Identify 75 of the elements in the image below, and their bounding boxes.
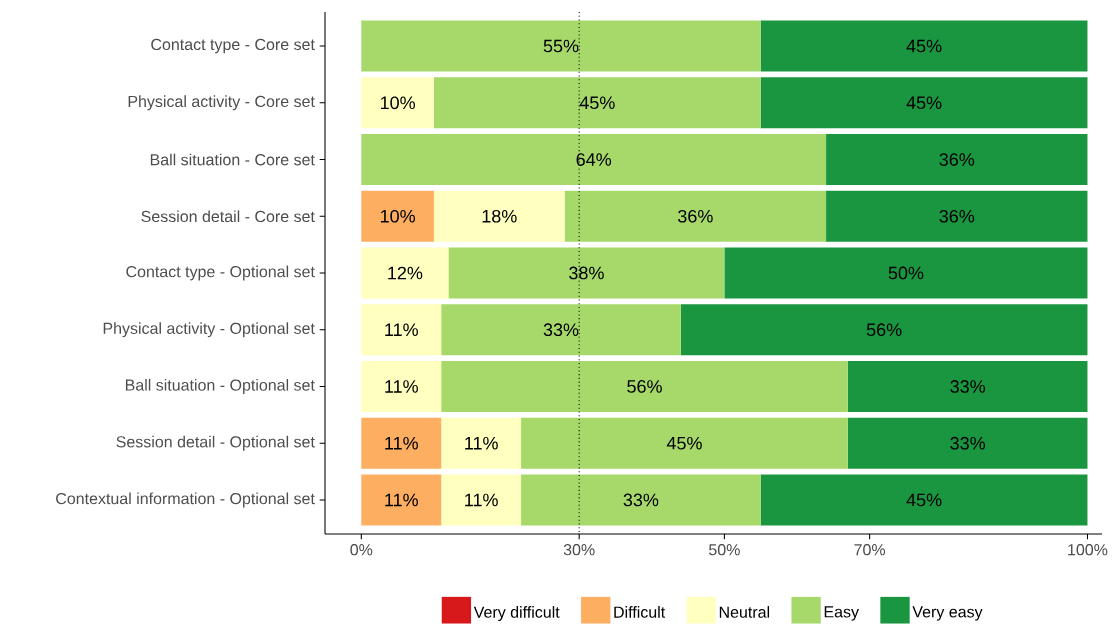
data-label: 64%: [576, 153, 612, 166]
x-tick-label: 70%: [854, 544, 886, 556]
bar: [521, 417, 848, 469]
data-label: 10%: [380, 96, 415, 110]
x-tick-label: 30%: [563, 544, 595, 556]
y-tick-label: Contact type - Optional set: [126, 265, 315, 281]
data-label: 45%: [579, 96, 615, 110]
data-label: 33%: [543, 323, 579, 337]
legend-label: Very difficult: [473, 606, 560, 621]
bar: [361, 133, 827, 186]
bar: [361, 304, 442, 356]
data-label: 11%: [385, 380, 418, 393]
data-label: 36%: [939, 153, 975, 166]
y-tick-label: Session detail - Optional set: [116, 435, 315, 451]
bar: [361, 190, 434, 242]
data-label: 45%: [666, 436, 702, 450]
bar: [448, 247, 725, 299]
bar: [724, 247, 1088, 299]
bar: [521, 474, 761, 526]
data-label: 33%: [950, 380, 986, 393]
data-label: 11%: [465, 493, 498, 507]
y-tick-label: Ball situation - Core set: [150, 153, 315, 166]
bar: [441, 304, 681, 356]
data-label: 45%: [906, 493, 942, 507]
y-tick-label: Contextual information - Optional set: [56, 492, 315, 508]
data-label: 11%: [385, 323, 418, 337]
bar: [361, 77, 434, 129]
data-label: 33%: [950, 436, 986, 450]
data-label: 38%: [569, 266, 604, 280]
data-label: 11%: [465, 436, 498, 450]
data-label: 10%: [380, 209, 415, 223]
data-label: 56%: [627, 380, 662, 393]
bar: [680, 304, 1088, 356]
data-label: 11%: [385, 493, 418, 507]
x-tick-label: 50%: [709, 544, 740, 556]
bar: [760, 474, 1088, 526]
data-label: 55%: [543, 39, 579, 53]
x-tick-label: 0%: [350, 544, 373, 556]
bar: [361, 417, 442, 469]
bar: [760, 20, 1088, 72]
legend-label: Very easy: [912, 606, 983, 621]
bar: [361, 247, 449, 299]
bar: [826, 190, 1088, 242]
bar: [361, 360, 442, 413]
data-label: 50%: [888, 266, 924, 280]
bar: [847, 360, 1088, 413]
y-tick-label: Session detail - Core set: [141, 210, 315, 223]
data-label: 11%: [385, 436, 418, 450]
data-label: 36%: [939, 209, 975, 223]
bar: [433, 190, 565, 242]
y-tick-label: Physical activity - Core set: [128, 95, 315, 111]
bar: [361, 20, 761, 72]
bar: [564, 190, 827, 242]
bar: [847, 417, 1088, 469]
legend-label: Easy: [824, 606, 859, 621]
data-label: 18%: [482, 209, 517, 223]
bar: [361, 474, 442, 526]
y-tick-label: Contact type - Core set: [151, 38, 315, 54]
bar: [441, 417, 522, 469]
data-label: 45%: [906, 39, 942, 53]
x-tick-label: 100%: [1068, 544, 1108, 556]
bar: [441, 360, 848, 413]
y-tick-label: Ball situation - Optional set: [125, 379, 315, 394]
data-label: 12%: [388, 266, 423, 280]
bar: [760, 77, 1088, 129]
data-label: 33%: [623, 493, 659, 507]
legend-label: Difficult: [614, 606, 666, 618]
y-tick-label: Physical activity - Optional set: [103, 322, 315, 338]
bar: [441, 474, 522, 526]
legend-label: Neutral: [719, 606, 770, 618]
bar: [826, 133, 1088, 186]
bar: [433, 77, 761, 129]
data-label: 36%: [678, 209, 713, 223]
data-label: 45%: [906, 96, 942, 110]
data-label: 56%: [866, 323, 902, 337]
